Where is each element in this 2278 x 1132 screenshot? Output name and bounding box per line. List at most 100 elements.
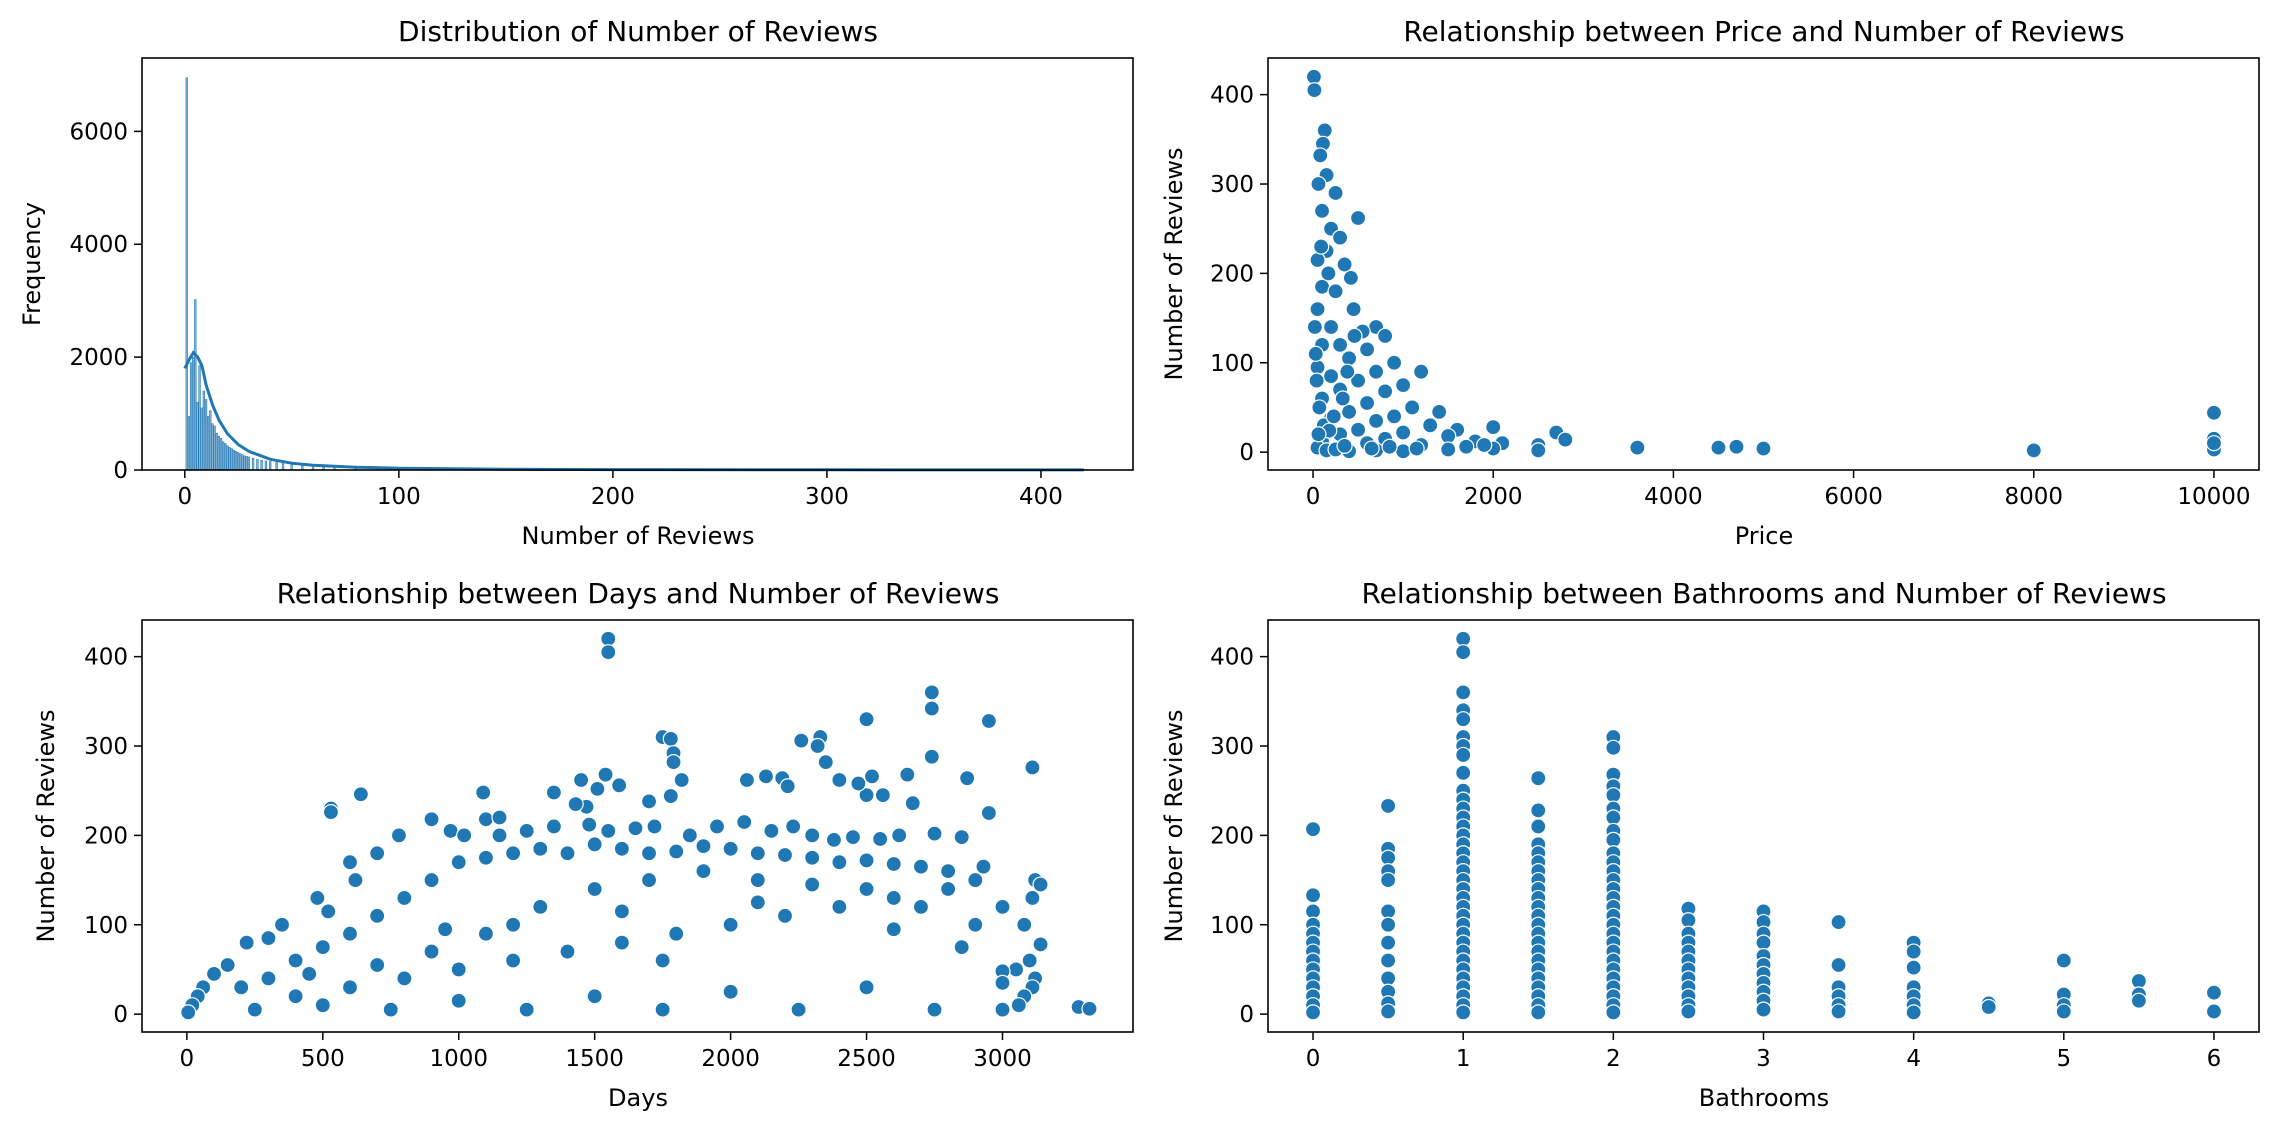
scatter-point [885, 855, 902, 873]
y-axis-ticks: 0 100 200 300 400 [1210, 83, 1268, 466]
histogram-bar [226, 445, 229, 471]
scatter-point [287, 952, 304, 969]
scatter-point [1304, 1004, 1322, 1021]
histogram-bar [185, 77, 188, 471]
histogram-bar [264, 460, 268, 471]
y-tick-label: 100 [84, 913, 128, 939]
scatter-point [940, 863, 957, 880]
y-tick-label: 0 [1239, 440, 1254, 466]
scatter-point [858, 711, 875, 728]
histogram-bar [196, 401, 199, 471]
scatter-point [219, 956, 236, 974]
scatter-point [1310, 426, 1327, 443]
scatter-point [1310, 175, 1327, 193]
scatter-point [1024, 759, 1041, 776]
scatter-point [180, 1004, 197, 1021]
scatter-point [858, 979, 875, 996]
histogram-bar [198, 365, 201, 471]
scatter-point [2205, 435, 2223, 452]
scatter-point [1422, 417, 1439, 434]
scatter-point [341, 854, 359, 871]
scatter-point [1458, 438, 1475, 455]
scatter-point [804, 876, 821, 893]
scatter-point [1313, 238, 1330, 255]
scatter-point [1327, 283, 1344, 300]
scatter-point [477, 925, 495, 942]
histogram-bar [204, 399, 208, 471]
scatter-point [1905, 959, 1922, 976]
x-axis-label: Price [1735, 522, 1794, 550]
y-tick-label: 400 [84, 645, 128, 671]
scatter-point [545, 818, 562, 835]
scatter-point [613, 934, 630, 951]
y-tick-label: 300 [84, 734, 128, 760]
scatter-point [491, 809, 508, 826]
scatter-point [396, 889, 413, 907]
scatter-point [423, 943, 440, 960]
scatter-point [1605, 739, 1622, 756]
histogram-bar [269, 461, 272, 471]
x-tick-label: 2000 [1464, 484, 1523, 510]
scatter-point [532, 898, 549, 915]
x-axis-label: Number of Reviews [522, 522, 755, 550]
scatter-point [665, 753, 682, 771]
x-axis-ticks: 0 1 2 3 4 5 6 [1306, 1032, 2221, 1072]
scatter-point [1629, 439, 1646, 456]
scatter-point [491, 827, 508, 844]
y-tick-label: 0 [113, 1002, 128, 1028]
x-tick-label: 300 [805, 484, 849, 510]
scatter-point [980, 804, 998, 822]
scatter-point [1605, 831, 1622, 848]
price-scatter-panel: Relationship between Price and Number of… [1160, 15, 2260, 550]
scatter-point [450, 961, 467, 978]
histogram-bar [230, 448, 233, 471]
scatter-point [1476, 436, 1493, 454]
histogram-bar [234, 451, 238, 471]
x-tick-label: 0 [180, 1046, 195, 1072]
plot-area [180, 630, 1098, 1021]
x-tick-label: 0 [1306, 484, 1321, 510]
scatter-point [1312, 147, 1329, 164]
scatter-point [1380, 934, 1397, 951]
scatter-point [301, 965, 318, 983]
scatter-point [246, 1001, 263, 1018]
scatter-point [640, 871, 658, 889]
y-axis-ticks: 0 2000 4000 6000 [69, 119, 142, 484]
scatter-point [475, 784, 492, 801]
histogram-bar [211, 423, 214, 471]
scatter-point [477, 811, 495, 828]
scatter-point [2205, 1003, 2223, 1020]
histogram-bar [217, 435, 221, 471]
scatter-point [708, 818, 726, 835]
histogram-bar [194, 299, 197, 471]
scatter-point [874, 787, 891, 804]
plot-area [1304, 630, 2223, 1021]
scatter-point [899, 766, 916, 783]
histogram-bar [213, 425, 216, 471]
x-tick-label: 5 [2056, 1046, 2071, 1072]
y-axis-label: Number of Reviews [1160, 148, 1188, 381]
scatter-point [1395, 424, 1412, 441]
histogram-bar [232, 449, 236, 471]
scatter-point [1755, 440, 1772, 457]
histogram-bar [215, 433, 218, 471]
scatter-point [586, 836, 603, 853]
scatter-point [1358, 394, 1376, 412]
histogram-bar [228, 447, 231, 471]
scatter-point [1380, 903, 1397, 920]
scatter-point [1377, 383, 1394, 400]
scatter-point [1368, 412, 1385, 429]
scatter-point [347, 871, 364, 889]
scatter-point [559, 943, 576, 960]
y-tick-label: 100 [1210, 351, 1254, 377]
scatter-point [975, 858, 992, 875]
scatter-point [804, 827, 821, 844]
x-axis-ticks: 0 2000 4000 6000 8000 10000 [1306, 470, 2251, 510]
scatter-point [967, 916, 984, 933]
histogram-bar [209, 410, 212, 471]
kde-line [183, 350, 1084, 472]
y-tick-label: 300 [1210, 172, 1254, 198]
scatter-point [1377, 327, 1394, 345]
scatter-point [1081, 1000, 1098, 1017]
scatter-point [1404, 399, 1421, 416]
